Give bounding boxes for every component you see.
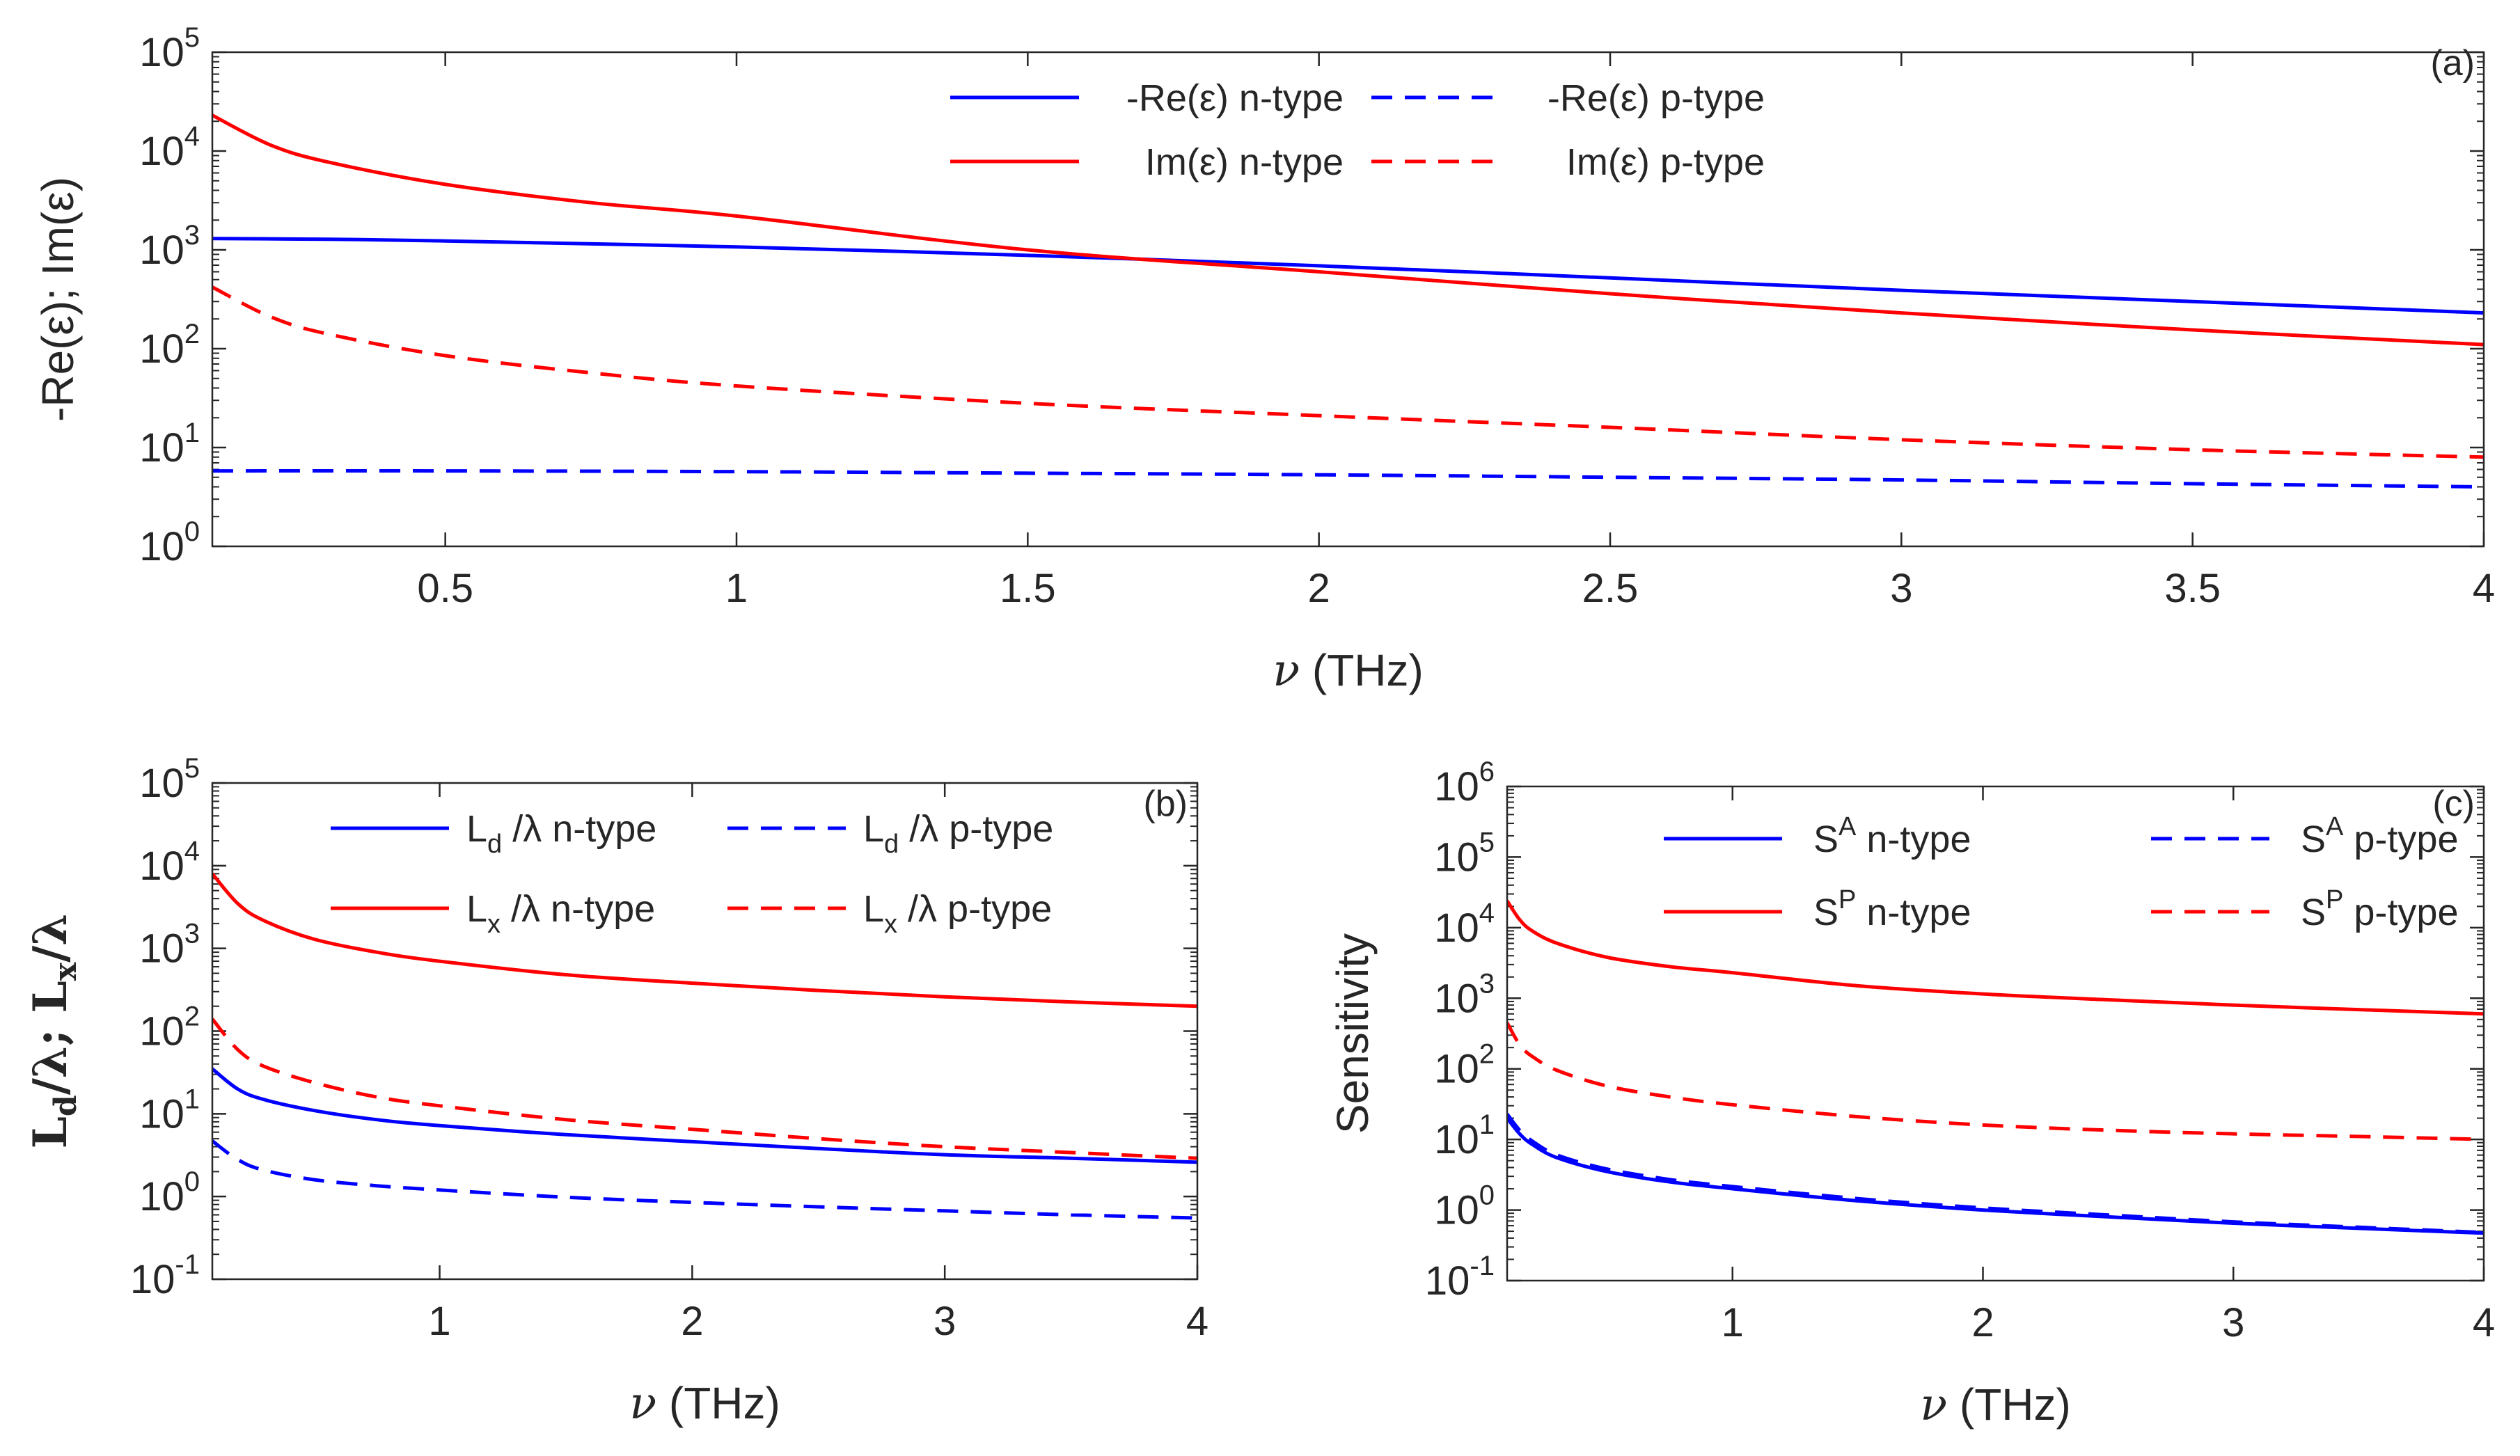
x-tick-label: 3: [934, 1299, 956, 1344]
legend-label: SP n-type: [1813, 885, 1971, 933]
y-axis-label: Ld/λ; Lx/λ: [23, 914, 84, 1149]
series-line-1: [1507, 1112, 2484, 1235]
legend-label: SP p-type: [2301, 885, 2458, 933]
panel-a: 100 101 102 103 104 105 0.5 1 1.5 2 2.5 3 3.5 4 (a) -Re…: [33, 22, 2495, 697]
x-tick-label: 2: [1308, 566, 1330, 611]
x-axis-label: ν (THz): [1920, 1379, 2071, 1431]
y-tick-label: 10-1: [1425, 1251, 1495, 1304]
y-tick-label: 102: [1434, 1039, 1495, 1092]
x-tick-label: 2.5: [1582, 566, 1639, 611]
x-tick-label: 4: [2473, 566, 2495, 611]
x-tick-label: 1: [725, 566, 748, 611]
legend-label: Im(ε) n-type: [1145, 141, 1344, 183]
y-tick-label: 103: [139, 220, 200, 273]
y-tick-label: 102: [139, 319, 200, 372]
x-tick-label: 2: [681, 1299, 703, 1344]
y-axis-label: Sensitivity: [1328, 933, 1378, 1134]
panel-tag: (a): [2430, 43, 2475, 84]
legend-label: Ld /λ p-type: [863, 808, 1053, 859]
panel-b: 10-1 100 101 102 103 104 105 1 2 3 4 (b) Ld /λ n-typ…: [23, 753, 1208, 1430]
series-group: [212, 113, 2484, 489]
axes-frame: [1506, 785, 2485, 1282]
y-tick-label: 104: [139, 836, 200, 889]
series-group: [1507, 899, 2484, 1235]
legend-label: Lx /λ p-type: [863, 888, 1052, 939]
y-tick-label: 104: [139, 121, 200, 174]
series-line-2: [212, 872, 1197, 1008]
series-line-2: [212, 113, 2484, 347]
legend-label: SA p-type: [2301, 812, 2458, 860]
x-tick-label: 0.5: [417, 566, 473, 611]
series-group: [212, 872, 1197, 1220]
legend: Ld /λ n-type Ld /λ p-type Lx /λ n-type Lx /…: [331, 808, 1053, 939]
series-line-3: [1507, 1022, 2484, 1141]
y-axis-label: -Re(ε); Im(ε): [33, 177, 83, 422]
legend-label: Lx /λ n-type: [466, 888, 655, 939]
x-tick-label: 3.5: [2164, 566, 2221, 611]
y-tick-label: 100: [139, 1166, 200, 1219]
panel-tag: (c): [2432, 784, 2475, 824]
series-line-0: [212, 1067, 1197, 1164]
legend-label: Ld /λ n-type: [466, 808, 656, 859]
axes-frame: [211, 782, 1199, 1281]
y-tick-label: 104: [1434, 898, 1495, 951]
y-tick-label: 106: [1434, 757, 1495, 809]
y-tick-label: 103: [139, 919, 200, 972]
series-line-1: [212, 469, 2484, 489]
panel-tag: (b): [1143, 784, 1188, 824]
y-tick-label: 101: [139, 418, 200, 470]
series-line-2: [1507, 899, 2484, 1016]
x-tick-label: 2: [1971, 1300, 1994, 1345]
legend: -Re(ε) n-type -Re(ε) p-type Im(ε) n-type Im…: [950, 77, 1765, 183]
minor-ticks: [212, 786, 1197, 1256]
plot-area: [212, 783, 1197, 1279]
x-tick-label: 3: [1890, 566, 1912, 611]
x-tick-label: 4: [1186, 1299, 1208, 1344]
x-tick-label: 3: [2222, 1300, 2244, 1345]
y-tick-label: 100: [139, 516, 200, 569]
legend-label: SA n-type: [1813, 812, 1971, 860]
x-tick-label: 1: [428, 1299, 450, 1344]
x-tick-label: 1.5: [1000, 566, 1056, 611]
y-tick-label: 102: [139, 1002, 200, 1054]
x-axis-label: ν (THz): [629, 1378, 780, 1430]
x-tick-label: 4: [2473, 1300, 2495, 1345]
y-tick-label: 101: [1434, 1109, 1495, 1162]
x-axis-label: ν (THz): [1273, 645, 1424, 697]
legend: SA n-type SA p-type SP n-type SP p-type: [1664, 812, 2458, 933]
y-tick-label: 105: [139, 753, 200, 806]
y-tick-label: 105: [139, 22, 200, 75]
series-line-1: [212, 1139, 1197, 1220]
legend-label: -Re(ε) n-type: [1126, 77, 1344, 119]
y-tick-label: 103: [1434, 968, 1495, 1021]
series-line-3: [212, 285, 2484, 459]
x-tick-label: 1: [1722, 1300, 1744, 1345]
minor-ticks: [1507, 789, 2484, 1260]
legend-label: -Re(ε) p-type: [1548, 77, 1765, 119]
plot-area: [1507, 786, 2484, 1281]
y-tick-label: 105: [1434, 827, 1495, 880]
y-tick-label: 100: [1434, 1180, 1495, 1233]
legend-label: Im(ε) p-type: [1566, 141, 1765, 183]
axes-frame: [211, 51, 2485, 548]
y-tick-label: 10-1: [130, 1249, 200, 1302]
y-tick-label: 101: [139, 1084, 200, 1137]
series-line-0: [212, 237, 2484, 315]
series-line-3: [212, 1018, 1197, 1160]
